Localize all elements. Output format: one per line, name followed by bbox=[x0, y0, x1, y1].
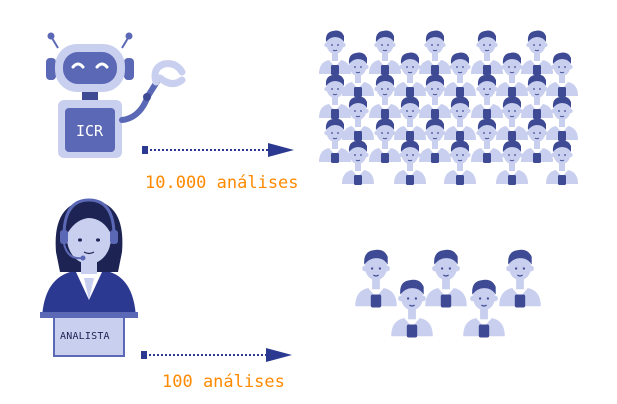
person-icon bbox=[495, 52, 529, 98]
person-icon bbox=[520, 74, 554, 120]
person-icon bbox=[393, 52, 427, 98]
person-icon bbox=[470, 118, 504, 164]
person-icon bbox=[318, 118, 352, 164]
person-icon bbox=[418, 74, 452, 120]
person-icon bbox=[443, 140, 477, 186]
person-icon bbox=[390, 279, 434, 339]
person-icon bbox=[495, 96, 529, 142]
person-icon bbox=[443, 52, 477, 98]
person-icon bbox=[318, 30, 352, 76]
person-icon bbox=[424, 249, 468, 309]
robot-badge-label: ICR bbox=[76, 122, 104, 140]
person-icon bbox=[545, 52, 579, 98]
person-icon bbox=[341, 52, 375, 98]
robot-count-label: 10.000 análises bbox=[145, 173, 299, 193]
person-icon bbox=[393, 96, 427, 142]
person-icon bbox=[545, 96, 579, 142]
person-icon bbox=[318, 74, 352, 120]
analyst-count-label: 100 análises bbox=[162, 372, 285, 392]
person-icon bbox=[462, 279, 506, 339]
person-icon bbox=[341, 96, 375, 142]
analyst-badge-label: ANALISTA bbox=[60, 331, 110, 342]
person-icon bbox=[341, 140, 375, 186]
person-icon bbox=[495, 140, 529, 186]
arrow-right-icon bbox=[141, 348, 292, 362]
person-icon bbox=[470, 30, 504, 76]
person-icon bbox=[470, 74, 504, 120]
person-icon bbox=[368, 118, 402, 164]
arrow-right-icon bbox=[142, 143, 294, 157]
person-icon bbox=[443, 96, 477, 142]
person-icon bbox=[520, 118, 554, 164]
large-crowd bbox=[318, 30, 579, 186]
small-crowd bbox=[354, 249, 542, 339]
person-icon bbox=[545, 140, 579, 186]
person-icon bbox=[393, 140, 427, 186]
analyst-headset-icon bbox=[40, 198, 138, 357]
robot-icon bbox=[46, 32, 186, 158]
person-icon bbox=[354, 249, 398, 309]
person-icon bbox=[498, 249, 542, 309]
person-icon bbox=[368, 30, 402, 76]
person-icon bbox=[418, 30, 452, 76]
person-icon bbox=[418, 118, 452, 164]
person-icon bbox=[520, 30, 554, 76]
person-icon bbox=[368, 74, 402, 120]
